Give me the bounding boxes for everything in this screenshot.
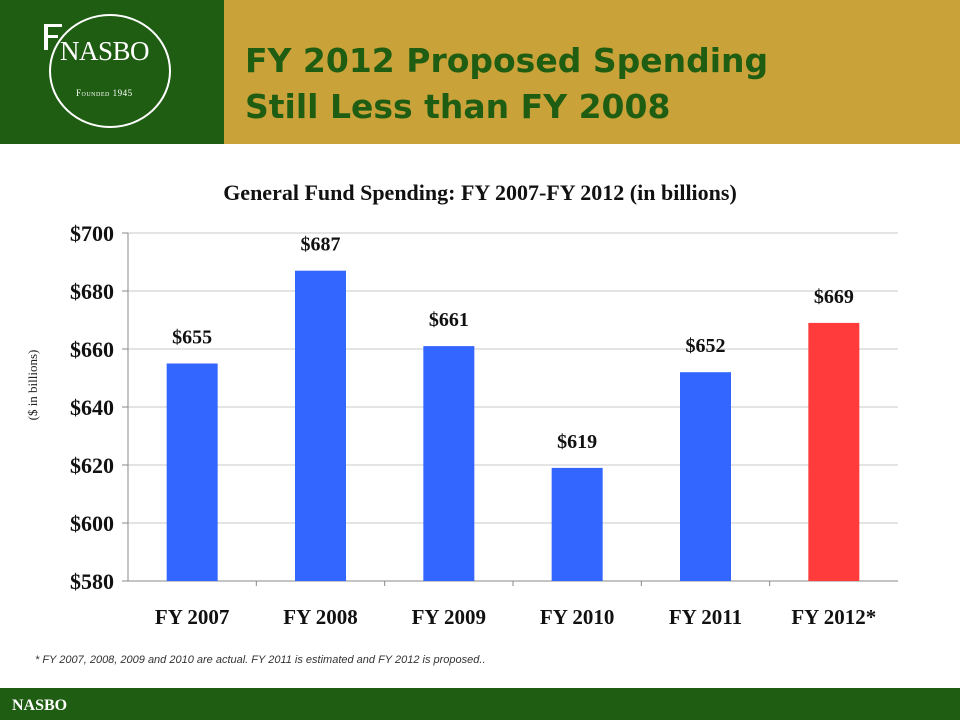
y-tick-label: $600	[70, 511, 114, 536]
bar	[680, 372, 731, 581]
logo-mark-icon	[44, 24, 62, 50]
y-tick-label: $620	[70, 453, 114, 478]
x-tick-label: FY 2011	[669, 605, 742, 629]
bar	[551, 467, 603, 581]
y-tick-label: $680	[70, 279, 114, 304]
x-tick-label: FY 2009	[412, 605, 486, 629]
bar	[166, 363, 218, 581]
x-tick-label: FY 2007	[155, 605, 229, 629]
x-tick-label: FY 2012*	[791, 605, 876, 629]
data-label: $669	[814, 286, 854, 308]
footer-bar	[0, 688, 960, 720]
data-label: $619	[557, 431, 597, 453]
y-tick-label: $660	[70, 337, 114, 362]
header-title-panel	[224, 0, 960, 144]
footer-text: NASBO	[12, 697, 68, 714]
y-tick-label: $640	[70, 395, 114, 420]
data-label: $661	[429, 309, 469, 331]
data-label: $687	[301, 234, 341, 256]
logo-ring	[49, 14, 171, 128]
bar	[295, 270, 346, 581]
y-tick-label: $700	[70, 221, 114, 246]
bar	[423, 346, 475, 581]
data-label: $652	[686, 335, 726, 357]
logo-text: NASBO	[60, 36, 150, 66]
y-tick-label: $580	[70, 569, 114, 594]
logo-subtitle: Founded 1945	[76, 88, 133, 98]
data-label: $655	[172, 327, 212, 349]
x-tick-label: FY 2008	[283, 605, 357, 629]
bar	[808, 322, 860, 581]
header-logo-panel: NASBO Founded 1945	[0, 0, 224, 144]
footnote: * FY 2007, 2008, 2009 and 2010 are actua…	[35, 654, 486, 666]
x-tick-label: FY 2010	[540, 605, 614, 629]
chart-title: General Fund Spending: FY 2007-FY 2012 (…	[223, 180, 737, 205]
slide-title: FY 2012 Proposed Spending Still Less tha…	[245, 41, 769, 126]
